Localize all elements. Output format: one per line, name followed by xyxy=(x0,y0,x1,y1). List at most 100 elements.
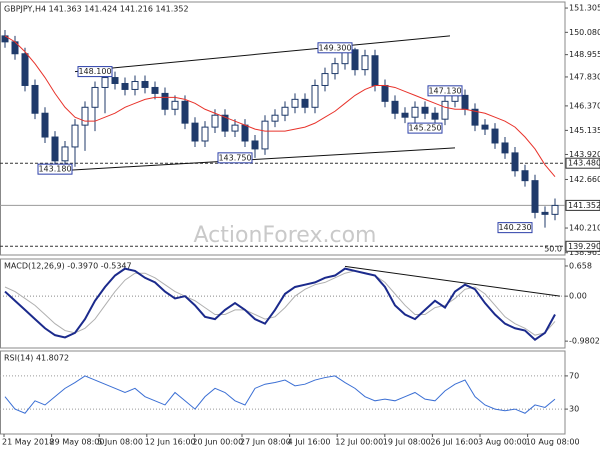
candle-body xyxy=(531,180,539,213)
candle-body xyxy=(221,114,229,132)
x-tick-label: 29 May 08:00 xyxy=(50,438,105,447)
y-tick-label: 142.660 xyxy=(569,175,600,184)
candle-body xyxy=(291,98,299,108)
level-label: 141.352 xyxy=(568,201,600,210)
annotation-box xyxy=(37,163,73,175)
panel-title: GBPJPY,H4 141.363 141.424 141.216 141.35… xyxy=(4,5,189,14)
annotation-box xyxy=(407,122,443,134)
candle-body xyxy=(501,142,509,154)
annotation-box xyxy=(427,85,463,97)
level-box xyxy=(565,157,600,169)
candle-body xyxy=(71,124,79,148)
candle-body xyxy=(281,106,289,116)
level-box xyxy=(565,240,600,252)
annotation-box xyxy=(217,152,253,164)
x-tick-label: 4 Jul 16:00 xyxy=(288,438,331,447)
y-tick-label: 138.965 xyxy=(569,248,600,257)
y-tick-label: -0.9802 xyxy=(569,337,600,346)
candle-body xyxy=(391,100,399,114)
candle-body xyxy=(31,84,39,114)
y-tick-label: 140.210 xyxy=(569,224,600,233)
candle-body xyxy=(371,55,379,86)
candle-body xyxy=(471,108,479,126)
trend-line xyxy=(74,35,451,73)
x-tick-label: 20 Jun 00:00 xyxy=(192,438,243,447)
panel-frame xyxy=(0,1,566,256)
candle-body xyxy=(51,136,59,162)
moving-average xyxy=(4,35,556,178)
panel-frame xyxy=(0,350,566,435)
candle-body xyxy=(271,114,279,122)
candle-body xyxy=(491,128,499,144)
annotation-label: 148.100 xyxy=(78,67,111,76)
annotation-label: 143.750 xyxy=(218,153,251,162)
panel-frame xyxy=(0,258,566,349)
candle-body xyxy=(41,112,49,138)
x-tick-label: 12 Jul 00:00 xyxy=(335,438,383,447)
candle-body xyxy=(101,77,109,88)
candle-body xyxy=(241,124,249,142)
annotation-label: 149.300 xyxy=(318,43,351,52)
candle-body xyxy=(91,86,99,108)
x-tick-label: 21 May 2018 xyxy=(2,438,54,447)
y-tick-label: 147.830 xyxy=(569,72,600,81)
x-tick-label: 10 Aug 08:00 xyxy=(526,438,580,447)
candle-body xyxy=(521,170,529,182)
y-tick-label: 150.080 xyxy=(569,28,600,37)
indicator-line xyxy=(4,267,556,342)
candle-body xyxy=(481,124,489,130)
indicator-line xyxy=(4,375,556,414)
x-tick-label: 26 Jul 16:00 xyxy=(430,438,478,447)
candle-body xyxy=(171,100,179,110)
annotation-label: 140.230 xyxy=(498,223,531,232)
candle-body xyxy=(111,77,119,84)
candle-body xyxy=(161,92,169,110)
candle-body xyxy=(81,106,89,126)
candle-body xyxy=(541,211,549,215)
panel-title: MACD(12,26,9) -0.3970 -0.5347 xyxy=(4,262,132,271)
candle-body xyxy=(141,81,149,88)
panel-title: RSI(14) 41.8072 xyxy=(4,354,69,363)
candle-body xyxy=(411,106,419,118)
annotation-box xyxy=(77,66,113,78)
level-label: 139.290 xyxy=(568,242,600,251)
y-tick-label: 143.920 xyxy=(569,150,600,159)
candle-body xyxy=(321,73,329,86)
y-tick-label: 30 xyxy=(569,405,579,414)
annotation-label: 147.130 xyxy=(428,86,461,95)
candle-body xyxy=(381,84,389,102)
candle-body xyxy=(551,204,559,215)
candle-body xyxy=(21,53,29,86)
candle-body xyxy=(251,140,259,150)
candle-body xyxy=(441,100,449,120)
candle-body xyxy=(131,81,139,90)
annotation-box xyxy=(317,42,353,54)
annotation-label: 143.180 xyxy=(38,165,71,174)
candle-body xyxy=(461,94,469,110)
candle-body xyxy=(431,112,439,120)
candle-body xyxy=(61,146,69,162)
corner-label: 50.0 xyxy=(544,245,562,254)
y-tick-label: 148.955 xyxy=(569,50,600,59)
y-tick-label: 151.305 xyxy=(569,4,600,13)
y-tick-label: 146.370 xyxy=(569,101,600,110)
candle-body xyxy=(361,55,369,71)
y-tick-label: 70 xyxy=(569,371,579,380)
candle-body xyxy=(201,126,209,142)
y-tick-label: 0.00 xyxy=(569,292,587,301)
y-tick-label: 145.135 xyxy=(569,126,600,135)
annotation-box xyxy=(497,222,533,234)
candle-body xyxy=(511,152,519,172)
x-tick-label: 12 Jun 16:00 xyxy=(145,438,196,447)
candle-body xyxy=(351,49,359,71)
level-box xyxy=(565,199,600,211)
indicator-line xyxy=(4,270,556,336)
candle-body xyxy=(261,120,269,150)
trend-line xyxy=(59,147,456,172)
annotation-label: 145.250 xyxy=(408,124,441,133)
candle-body xyxy=(191,122,199,142)
x-tick-label: 19 Jul 08:00 xyxy=(383,438,431,447)
candle-body xyxy=(151,86,159,94)
candle-body xyxy=(311,84,319,108)
